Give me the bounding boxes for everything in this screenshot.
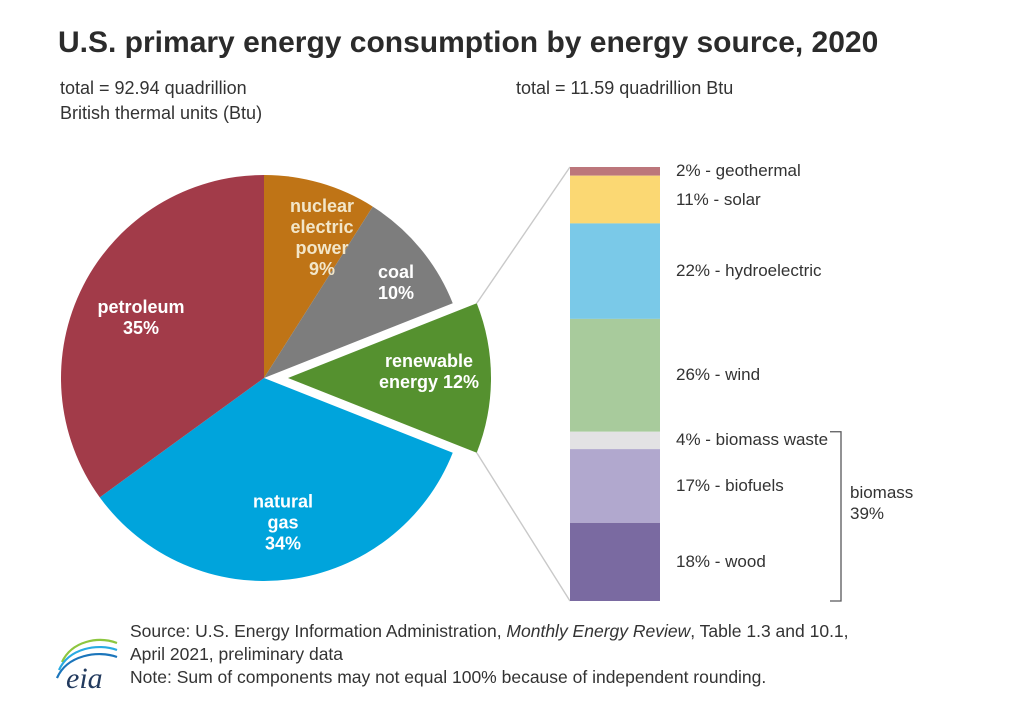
biomass-bracket (830, 431, 842, 602)
source-line-2: April 2021, preliminary data (130, 644, 344, 665)
biomass-bracket-label: biomass 39% (850, 482, 914, 523)
pie-slice-renewable-energy (288, 303, 492, 453)
footnotes: Source: U.S. Energy Information Administ… (130, 620, 849, 689)
eia-logo-graphic: eia (55, 639, 118, 695)
note-line: Note: Sum of components may not equal 10… (130, 667, 767, 688)
bar-caption-hydroelectric: 22% - hydroelectric (676, 261, 822, 281)
pie-label-petroleum: petroleum 35% (97, 296, 185, 338)
pie-slice-coal (264, 206, 453, 378)
bar-segment-biomass-waste (570, 431, 660, 450)
pie-slice-natural-gas (99, 378, 453, 581)
eia-logo: eia (55, 634, 120, 697)
bar-caption-geothermal: 2% - geothermal (676, 161, 801, 181)
logo-swoosh-lightblue-icon (57, 646, 118, 671)
logo-swoosh-darkblue-icon (55, 653, 118, 679)
bar-caption-solar: 11% - solar (676, 189, 761, 209)
bar-caption-wood: 18% - wood (676, 551, 766, 571)
source-prefix: Source: U.S. Energy Information Administ… (130, 621, 507, 641)
bar-segment-wood (570, 522, 660, 601)
source-publication: Monthly Energy Review (506, 621, 691, 641)
bar-caption-biofuels: 17% - biofuels (676, 475, 784, 495)
connector-line-bottom (476, 452, 571, 602)
bar-segment-biofuels (570, 449, 660, 523)
pie-slice-nuclear-electric-power (264, 175, 373, 378)
pie-slice-petroleum (60, 175, 264, 498)
bar-caption-wind: 26% - wind (676, 365, 761, 385)
pie-label-nuclear-electric-power: nuclear electric power 9% (289, 195, 355, 280)
bar-segment-hydroelectric (570, 223, 660, 319)
bar-caption-biomass-waste: 4% - biomass waste (676, 430, 829, 450)
bar-segment-solar (570, 175, 660, 224)
chart-canvas (60, 166, 842, 602)
bar-segment-wind (570, 318, 660, 432)
bar-segment-geothermal (570, 167, 660, 176)
eia-logo-text: eia (66, 662, 103, 692)
pie-total-label: total = 92.94 quadrillion British therma… (60, 78, 263, 124)
connector-line-top (476, 166, 571, 304)
source-suffix: , Table 1.3 and 10.1, (690, 621, 849, 641)
pie-label-renewable-energy: renewable energy 12% (378, 350, 480, 392)
pie-label-natural-gas: natural gas 34% (252, 491, 314, 554)
chart-area: 2% - geothermal 11% - solar 22% - hydroele… (0, 150, 1024, 620)
chart-title: U.S. primary energy consumption by energ… (58, 26, 879, 59)
bar-total-label: total = 11.59 quadrillion Btu (516, 78, 734, 98)
pie-label-coal: coal 10% (377, 261, 415, 303)
logo-swoosh-green-icon (61, 639, 118, 663)
source-line-1: Source: U.S. Energy Information Administ… (130, 620, 849, 643)
